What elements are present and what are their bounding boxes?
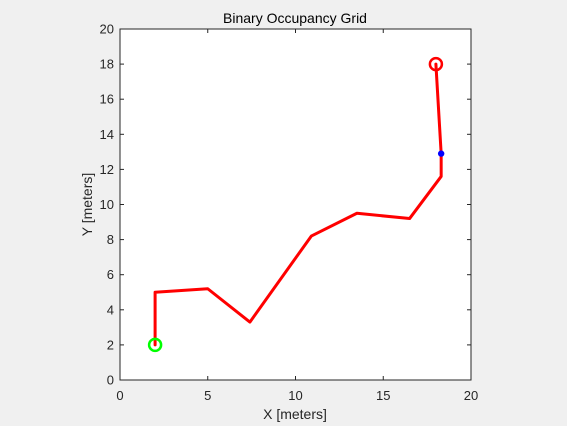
y-tick-label: 18 — [100, 57, 114, 72]
path-line — [153, 62, 443, 347]
circle-marker — [147, 337, 163, 353]
circle-marker — [428, 56, 444, 72]
x-tick-label: 5 — [204, 388, 211, 403]
x-tick-label: 0 — [116, 388, 123, 403]
y-tick-label: 8 — [107, 232, 114, 247]
y-tick-label: 2 — [107, 337, 114, 352]
markers-layer — [147, 56, 445, 353]
y-tick-label: 14 — [100, 127, 114, 142]
y-tick-label: 20 — [100, 22, 114, 37]
y-tick-label: 10 — [100, 197, 114, 212]
x-tick-label: 15 — [376, 388, 390, 403]
chart-title: Binary Occupancy Grid — [223, 10, 367, 26]
plot-area — [119, 28, 472, 381]
y-axis-label: Y [meters] — [79, 173, 95, 237]
dot-marker — [437, 150, 445, 157]
x-tick-label: 10 — [288, 388, 302, 403]
series-layer — [153, 62, 443, 347]
y-tick-label: 12 — [100, 162, 114, 177]
x-tick-label: 20 — [464, 388, 478, 403]
y-tick-label: 0 — [107, 373, 114, 388]
ticks: 0 5 10 15 20 0 2 4 6 8 10 12 14 16 18 20 — [100, 22, 479, 404]
y-tick-label: 4 — [107, 302, 114, 317]
x-axis-label: X [meters] — [263, 406, 327, 422]
y-tick-label: 16 — [100, 92, 114, 107]
y-tick-label: 6 — [107, 267, 114, 282]
